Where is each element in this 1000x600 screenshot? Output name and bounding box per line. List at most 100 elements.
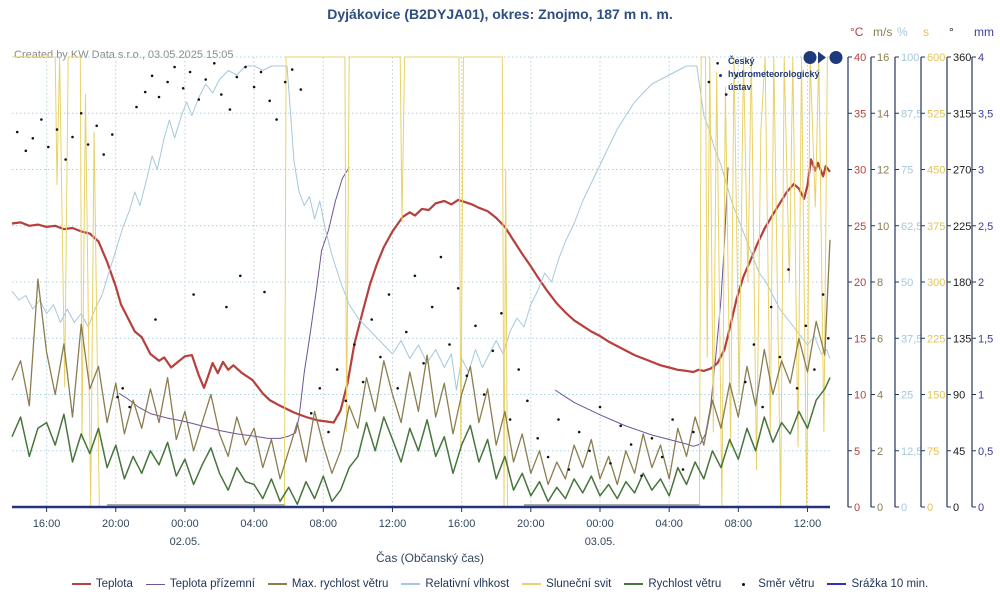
svg-text:16: 16 xyxy=(877,52,889,64)
legend-dot-swatch xyxy=(742,582,746,586)
svg-text:20:00: 20:00 xyxy=(102,518,130,530)
legend-item-7: Srážka 10 min. xyxy=(827,578,928,590)
svg-text:135: 135 xyxy=(953,333,971,345)
svg-text:08:00: 08:00 xyxy=(725,518,753,530)
svg-text:3,5: 3,5 xyxy=(978,108,993,120)
svg-text:525: 525 xyxy=(927,108,945,120)
legend-item-1: Teplota přízemní xyxy=(145,578,255,590)
svg-text:100: 100 xyxy=(901,52,919,64)
svg-text:450: 450 xyxy=(927,165,945,177)
svg-text:15: 15 xyxy=(854,333,866,345)
legend-label: Teplota přízemní xyxy=(169,578,255,590)
svg-text:5: 5 xyxy=(854,446,860,458)
svg-text:90: 90 xyxy=(953,390,965,402)
svg-text:45: 45 xyxy=(953,446,965,458)
svg-text:1: 1 xyxy=(978,390,984,402)
svg-text:00:00: 00:00 xyxy=(171,518,199,530)
created-by-text: Created by KW Data s.r.o., 03.05.2025 15… xyxy=(14,49,234,61)
svg-text:00:00: 00:00 xyxy=(586,518,614,530)
legend-line-swatch xyxy=(71,583,91,585)
legend-item-4: Sluneční svit xyxy=(522,578,611,590)
svg-text:12:00: 12:00 xyxy=(379,518,407,530)
chmi-logo-text: Český hydrometeorologický ústav xyxy=(719,55,848,94)
legend-line-swatch xyxy=(827,583,847,585)
legend-item-5: Rychlost větru xyxy=(624,578,721,590)
svg-text:0: 0 xyxy=(978,502,984,514)
svg-text:°: ° xyxy=(949,25,954,39)
svg-text:0,5: 0,5 xyxy=(978,446,993,458)
svg-text:0: 0 xyxy=(901,502,907,514)
svg-text:°C: °C xyxy=(850,25,864,39)
legend-label: Teplota xyxy=(95,578,133,590)
svg-text:375: 375 xyxy=(927,221,945,233)
svg-text:270: 270 xyxy=(953,165,971,177)
legend-item-2: Max. rychlost větru xyxy=(267,578,388,590)
svg-text:14: 14 xyxy=(877,108,889,120)
svg-text:25: 25 xyxy=(901,390,913,402)
legend-item-6: Směr větru xyxy=(734,578,814,590)
legend-line-swatch xyxy=(522,583,542,585)
svg-text:37,5: 37,5 xyxy=(901,333,922,345)
svg-text:30: 30 xyxy=(854,165,866,177)
svg-text:6: 6 xyxy=(877,333,883,345)
svg-text:0: 0 xyxy=(877,502,883,514)
legend-label: Rychlost větru xyxy=(648,578,722,590)
svg-text:20:00: 20:00 xyxy=(517,518,545,530)
legend-line-swatch xyxy=(624,583,644,585)
svg-text:0: 0 xyxy=(854,502,860,514)
svg-text:10: 10 xyxy=(854,390,866,402)
svg-text:16:00: 16:00 xyxy=(448,518,476,530)
legend-label: Směr větru xyxy=(758,578,815,590)
svg-text:600: 600 xyxy=(927,52,945,64)
svg-text:4: 4 xyxy=(978,52,984,64)
chmi-logo-icon xyxy=(803,51,843,64)
svg-text:12: 12 xyxy=(877,165,889,177)
legend-line-swatch xyxy=(145,583,165,585)
svg-text:0: 0 xyxy=(953,502,959,514)
svg-text:87,5: 87,5 xyxy=(901,108,922,120)
svg-text:mm: mm xyxy=(974,25,994,39)
svg-text:4: 4 xyxy=(877,390,883,402)
svg-text:10: 10 xyxy=(877,221,889,233)
svg-text:180: 180 xyxy=(953,277,971,289)
svg-text:2: 2 xyxy=(978,277,984,289)
legend-label: Relativní vlhkost xyxy=(425,578,510,590)
svg-text:s: s xyxy=(923,25,929,39)
legend-item-0: Teplota xyxy=(71,578,133,590)
svg-text:3: 3 xyxy=(978,165,984,177)
legend-line-swatch xyxy=(267,583,287,585)
logo-line-2: hydrometeorologický xyxy=(728,69,820,79)
svg-text:225: 225 xyxy=(927,333,945,345)
logo-line-1: Český xyxy=(728,56,755,66)
svg-text:8: 8 xyxy=(877,277,883,289)
svg-text:04:00: 04:00 xyxy=(240,518,268,530)
svg-text:04:00: 04:00 xyxy=(655,518,683,530)
svg-text:25: 25 xyxy=(854,221,866,233)
svg-text:62,5: 62,5 xyxy=(901,221,922,233)
svg-text:315: 315 xyxy=(953,108,971,120)
logo-bullet-icon xyxy=(719,74,722,77)
svg-text:02.05.: 02.05. xyxy=(170,536,201,548)
page-title: Dyjákovice (B2DYJA01), okres: Znojmo, 18… xyxy=(327,6,673,22)
svg-text:12:00: 12:00 xyxy=(794,518,822,530)
svg-text:m/s: m/s xyxy=(873,25,892,39)
legend-line-swatch xyxy=(401,583,421,585)
svg-text:35: 35 xyxy=(854,108,866,120)
svg-text:16:00: 16:00 xyxy=(33,518,61,530)
legend-item-3: Relativní vlhkost xyxy=(401,578,509,590)
svg-text:40: 40 xyxy=(854,52,866,64)
svg-text:08:00: 08:00 xyxy=(310,518,338,530)
svg-text:50: 50 xyxy=(901,277,913,289)
svg-text:20: 20 xyxy=(854,277,866,289)
svg-text:360: 360 xyxy=(953,52,971,64)
logo-line-3: ústav xyxy=(728,82,752,92)
svg-text:12,5: 12,5 xyxy=(901,446,922,458)
svg-text:75: 75 xyxy=(901,165,913,177)
chart-legend: Teplota Teplota přízemní Max. rychlost vět… xyxy=(0,578,1000,590)
svg-text:%: % xyxy=(897,25,908,39)
legend-label: Sluneční svit xyxy=(546,578,612,590)
svg-text:2: 2 xyxy=(877,446,883,458)
svg-text:03.05.: 03.05. xyxy=(585,536,616,548)
svg-text:300: 300 xyxy=(927,277,945,289)
